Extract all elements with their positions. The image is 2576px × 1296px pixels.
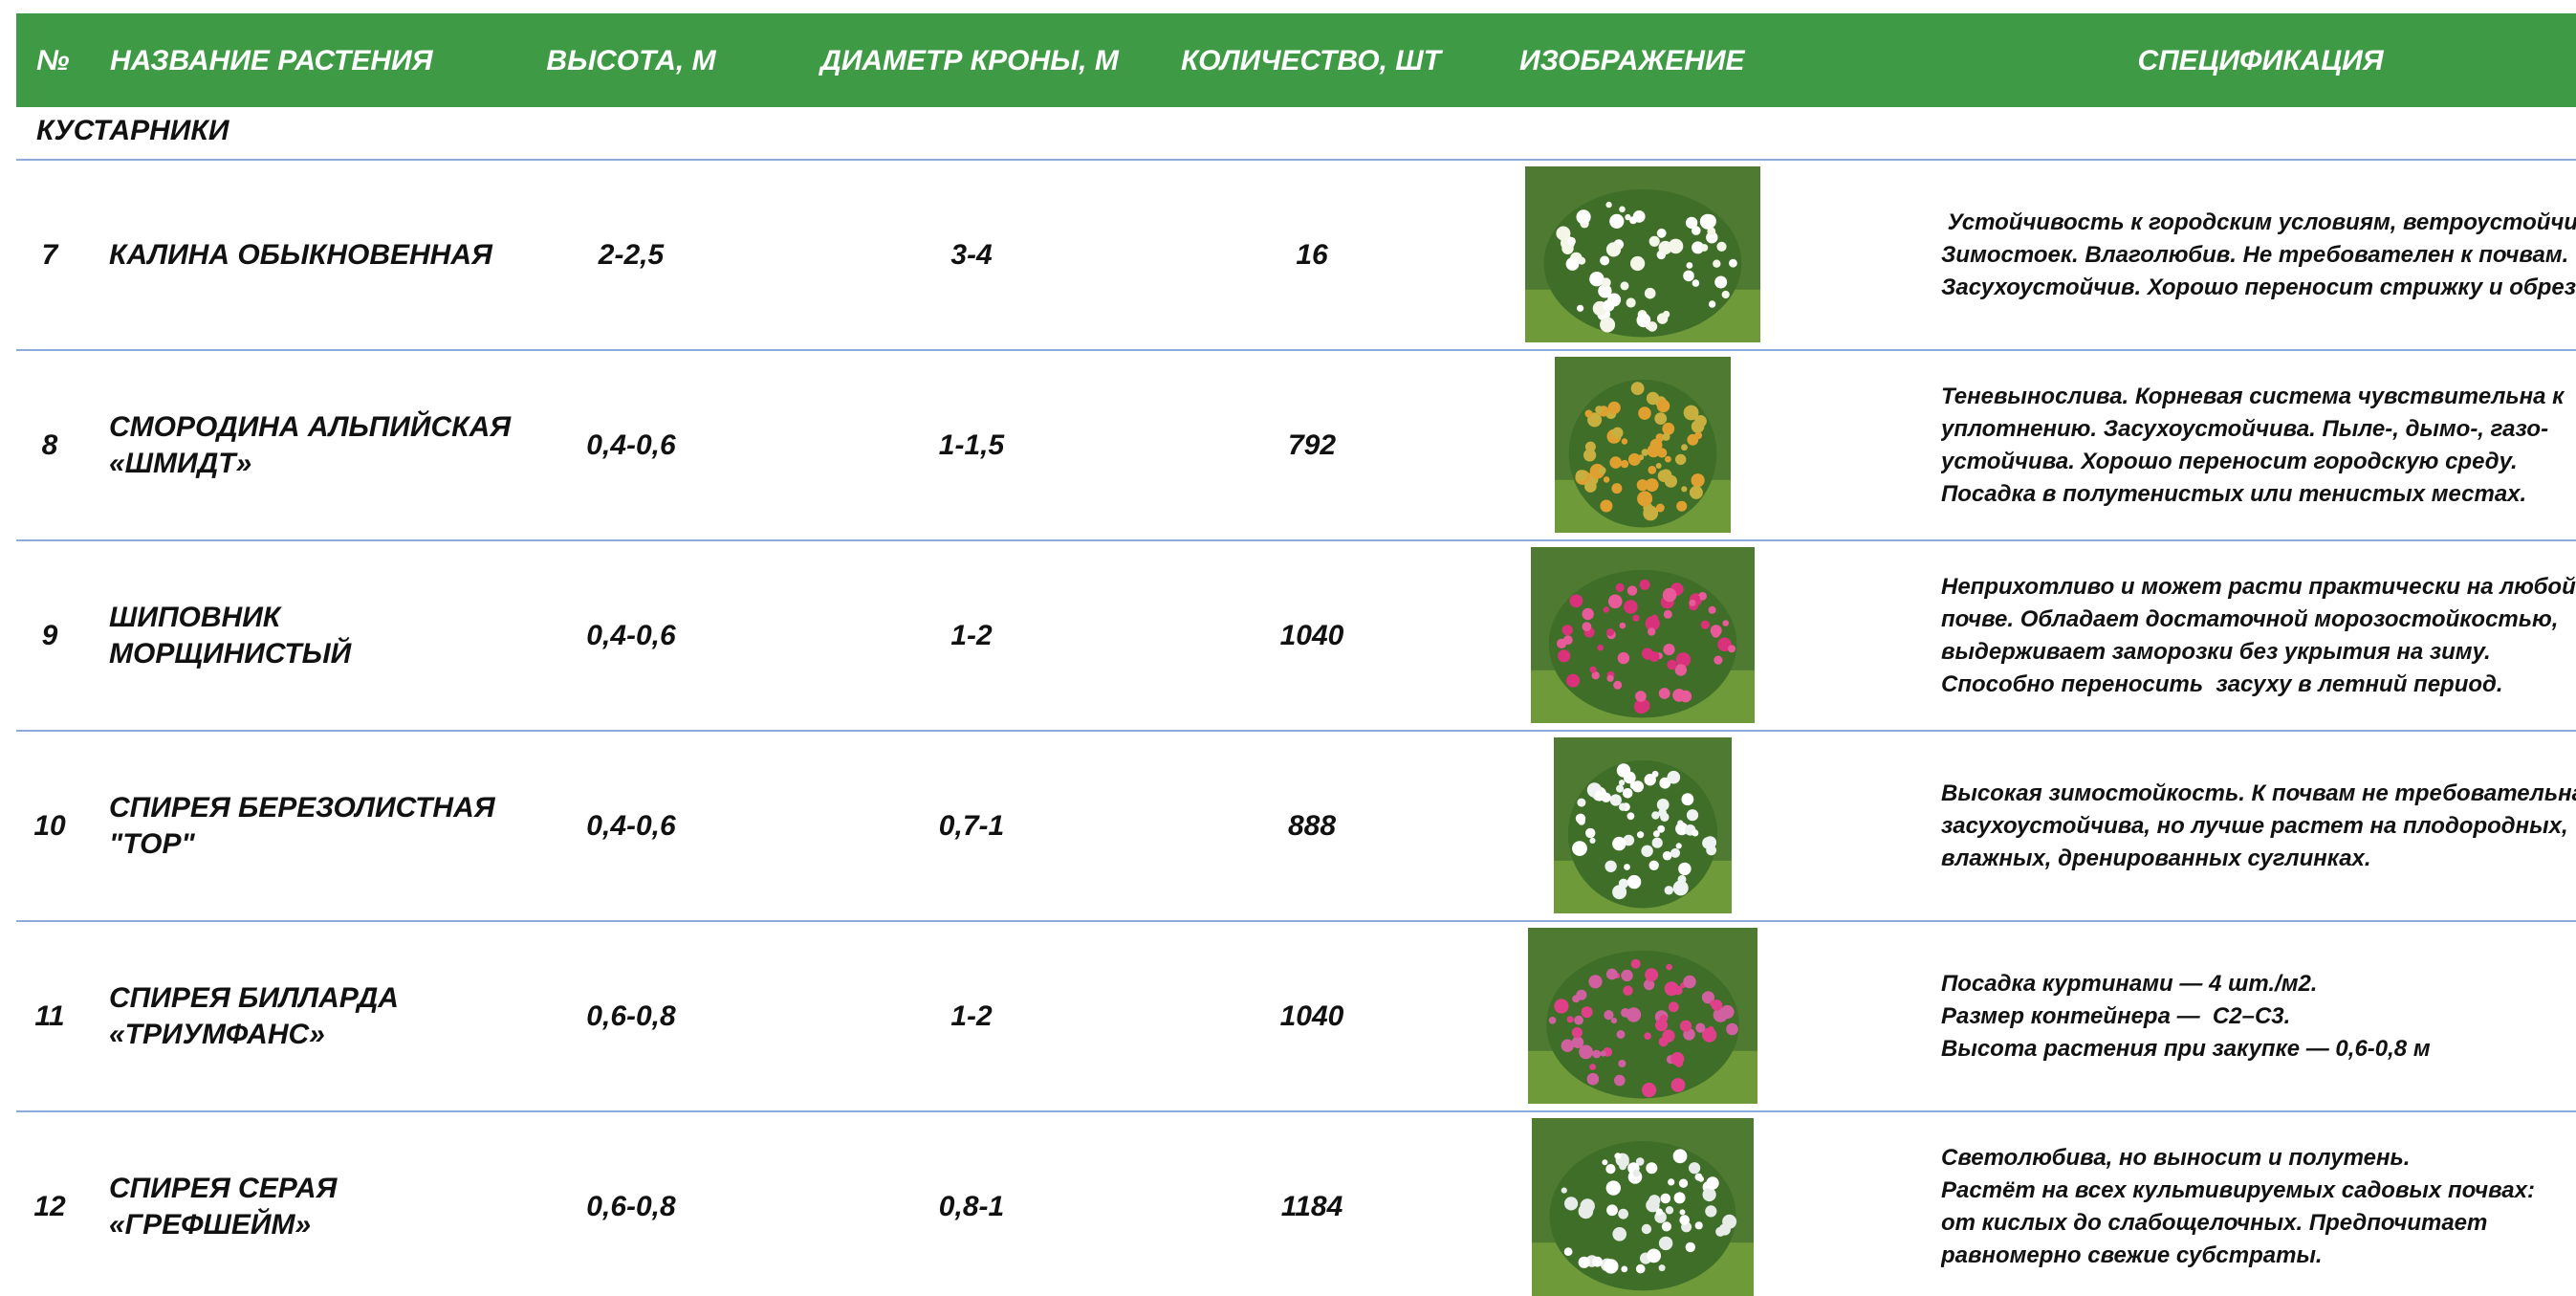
- specification: Устойчивость к городским условиям, ветро…: [1941, 207, 2576, 304]
- quantity: 1184: [1280, 1191, 1343, 1222]
- plant-image: [1554, 737, 1732, 913]
- spec-line: влажных, дренированных суглинках.: [1941, 846, 2371, 871]
- row-number: 8: [41, 429, 58, 461]
- row-number: 9: [41, 620, 58, 651]
- plant-name: СПИРЕЯ БЕРЕЗОЛИСТНАЯ "ТОР": [109, 792, 495, 860]
- height: 0,6-0,8: [586, 1000, 676, 1032]
- column-header: ВЫСОТА, М: [546, 45, 716, 77]
- spec-line: от кислых до слабощелочных. Предпочитает: [1941, 1210, 2488, 1236]
- diameter: 0,7-1: [938, 810, 1005, 842]
- row-number: 11: [34, 1000, 65, 1032]
- height: 2-2,5: [598, 239, 665, 271]
- quantity: 16: [1296, 239, 1328, 271]
- row-number: 10: [33, 810, 66, 842]
- row-divider: [16, 159, 2576, 161]
- row-divider: [16, 539, 2576, 541]
- row-divider: [16, 349, 2576, 351]
- specification: Неприхотливо и может расти практически н…: [1941, 571, 2576, 701]
- spec-line: Растёт на всех культивируемых садовых по…: [1941, 1177, 2535, 1203]
- spec-line: Теневынослива. Корневая система чувствит…: [1941, 384, 2565, 409]
- spec-line: Способно переносить засуху в летний пери…: [1941, 671, 2503, 697]
- specification: Высокая зимостойкость. К почвам не требо…: [1941, 778, 2576, 875]
- spec-line: выдерживает заморозки без укрытия на зим…: [1941, 639, 2491, 665]
- plant-name: СМОРОДИНА АЛЬПИЙСКАЯ «ШМИДТ»: [109, 411, 512, 479]
- spec-line: Неприхотливо и может расти практически н…: [1941, 574, 2576, 600]
- plant-name: ШИПОВНИК МОРЩИНИСТЫЙ: [109, 602, 352, 670]
- column-header: КОЛИЧЕСТВО, ШТ: [1181, 45, 1441, 77]
- spec-line: равномерно свежие субстраты.: [1941, 1242, 2323, 1268]
- height: 0,6-0,8: [586, 1191, 676, 1222]
- diameter: 1-1,5: [938, 429, 1005, 461]
- section-title: КУСТАРНИКИ: [36, 115, 229, 146]
- quantity: 888: [1287, 810, 1337, 842]
- spec-line: Высота растения при закупке — 0,6-0,8 м: [1941, 1036, 2431, 1062]
- height: 0,4-0,6: [586, 810, 676, 842]
- diameter: 1-2: [950, 1000, 993, 1032]
- quantity: 1040: [1279, 1000, 1344, 1032]
- row-divider: [16, 730, 2576, 732]
- spec-line: почве. Обладает достаточной морозостойко…: [1941, 606, 2559, 632]
- height: 0,4-0,6: [586, 620, 676, 651]
- row-number: 12: [33, 1191, 66, 1222]
- spec-line: Устойчивость к городским условиям, ветро…: [1947, 209, 2576, 235]
- row-divider: [16, 920, 2576, 922]
- plant-name: СПИРЕЯ БИЛЛАРДА «ТРИУМФАНС»: [109, 982, 399, 1050]
- diameter: 3-4: [950, 239, 993, 271]
- plant-image: [1532, 1118, 1754, 1296]
- table-header: № НАЗВАНИЕ РАСТЕНИЯ ВЫСОТА, М ДИАМЕТР КРОНЫ…: [16, 13, 2576, 107]
- row-divider: [16, 1110, 2576, 1112]
- plant-image: [1555, 357, 1731, 533]
- column-header: ИЗОБРАЖЕНИЕ: [1519, 45, 1745, 77]
- specification: Светолюбива, но выносит и полутень. Растё…: [1941, 1142, 2576, 1272]
- diameter: 1-2: [950, 620, 993, 651]
- spec-line: Посадка в полутенистых или тенистых мест…: [1941, 481, 2527, 507]
- quantity: 792: [1287, 429, 1337, 461]
- quantity: 1040: [1279, 620, 1344, 651]
- plant-name: СПИРЕЯ СЕРАЯ «ГРЕФШЕЙМ»: [109, 1173, 338, 1241]
- spec-line: Размер контейнера — С2–С3.: [1941, 1003, 2291, 1029]
- column-header: №: [36, 45, 70, 77]
- plant-image: [1528, 928, 1757, 1104]
- spec-line: Высокая зимостойкость. К почвам не требо…: [1941, 780, 2576, 806]
- column-header: ДИАМЕТР КРОНЫ, М: [820, 45, 1119, 77]
- plant-image: [1525, 166, 1760, 342]
- row-number: 7: [41, 239, 58, 271]
- column-header: СПЕЦИФИКАЦИЯ: [2137, 45, 2384, 77]
- spec-line: уплотнению. Засухоустойчива. Пыле-, дымо…: [1941, 416, 2549, 442]
- column-header: НАЗВАНИЕ РАСТЕНИЯ: [110, 45, 433, 77]
- diameter: 0,8-1: [938, 1191, 1005, 1222]
- spec-line: Посадка куртинами — 4 шт./м2.: [1941, 971, 2318, 997]
- plant-name: КАЛИНА ОБЫКНОВЕННАЯ: [109, 239, 492, 271]
- plant-image: [1531, 547, 1755, 723]
- spec-line: засухоустойчива, но лучше растет на плод…: [1941, 813, 2568, 839]
- spec-line: Засухоустойчив. Хорошо переносит стрижку…: [1941, 275, 2576, 300]
- spec-line: устойчива. Хорошо переносит городскую ср…: [1941, 449, 2518, 474]
- specification: Посадка куртинами — 4 шт./м2. Размер конт…: [1941, 968, 2576, 1065]
- specification: Теневынослива. Корневая система чувствит…: [1941, 381, 2576, 511]
- height: 0,4-0,6: [586, 429, 676, 461]
- spec-line: Светолюбива, но выносит и полутень.: [1941, 1145, 2411, 1171]
- spec-line: Зимостоек. Влаголюбив. Не требователен к…: [1941, 242, 2569, 268]
